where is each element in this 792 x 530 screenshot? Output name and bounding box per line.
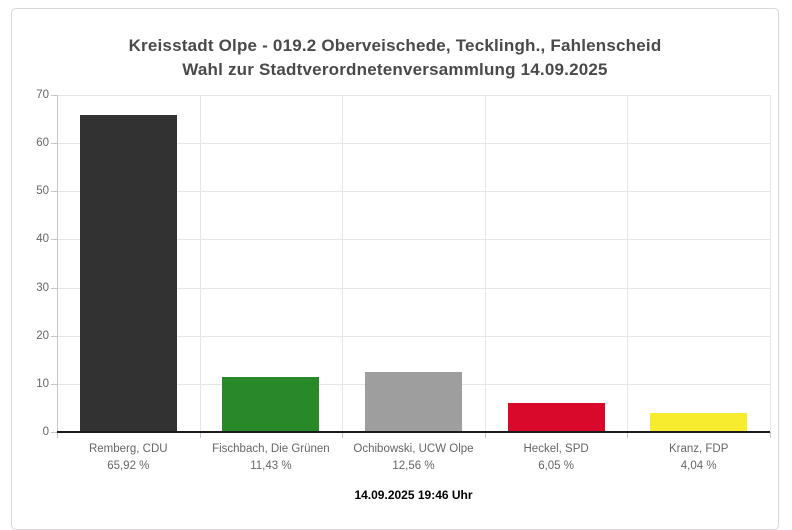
bar [222, 376, 320, 432]
x-tick-mark [627, 432, 629, 438]
y-axis-line [57, 95, 58, 432]
y-tick-mark [51, 287, 57, 289]
candidate-name: Remberg, CDU [88, 443, 168, 455]
y-axis-tick-label: 40 [36, 233, 49, 246]
chart-card: Kreisstadt Olpe - 019.2 Oberveischede, T… [11, 8, 779, 530]
x-tick-mark [484, 432, 486, 438]
bar [79, 114, 177, 432]
y-axis-tick-label: 0 [42, 426, 49, 438]
category-label: Kranz, FDP 4,04 % [627, 441, 770, 475]
y-gridline [57, 239, 770, 241]
candidate-name: Fischbach, Die Grünen [212, 443, 330, 455]
x-gridline [342, 95, 344, 432]
x-axis-line [57, 431, 770, 433]
bar [507, 402, 605, 432]
y-gridline [57, 287, 770, 289]
timestamp: 14.09.2025 19:46 Uhr [354, 488, 473, 502]
bar [365, 371, 462, 432]
y-tick-mark [51, 335, 57, 337]
x-tick-mark [770, 432, 771, 438]
candidate-name: Kranz, FDP [668, 443, 729, 455]
percentage-value: 4,04 % [680, 460, 717, 472]
y-axis-tick-label: 60 [36, 137, 49, 150]
y-tick-mark [51, 143, 57, 145]
percentage-value: 12,56 % [392, 460, 435, 472]
bar [650, 412, 748, 432]
chart-subtitle: Wahl zur Stadtverordnetenversammlung 14.… [182, 60, 608, 79]
y-tick-mark [51, 239, 57, 241]
y-axis-tick-label: 70 [36, 89, 49, 101]
y-axis-tick-label: 10 [36, 377, 49, 390]
category-label: Remberg, CDU 65,92 % [57, 441, 200, 475]
y-gridline [57, 95, 770, 96]
category-label: Fischbach, Die Grünen 11,43 % [200, 441, 343, 475]
x-tick-mark [57, 432, 58, 438]
y-axis-tick-label: 30 [36, 281, 49, 294]
percentage-value: 65,92 % [107, 460, 150, 472]
y-axis-tick-label: 50 [36, 185, 49, 198]
y-tick-mark [51, 95, 57, 96]
x-gridline [199, 95, 201, 432]
percentage-value: 6,05 % [538, 460, 574, 472]
x-gridline [770, 95, 771, 432]
candidate-name: Ochibowski, UCW Olpe [353, 443, 474, 455]
percentage-value: 11,43 % [250, 460, 292, 472]
y-gridline [57, 335, 770, 337]
y-tick-mark [51, 432, 57, 433]
chart-title: Kreisstadt Olpe - 019.2 Oberveischede, T… [128, 36, 662, 55]
x-gridline [484, 95, 486, 432]
category-label: Ochibowski, UCW Olpe 12,56 % [342, 441, 485, 475]
x-tick-mark [342, 432, 344, 438]
y-axis-tick-label: 20 [36, 329, 49, 342]
x-gridline [627, 95, 629, 432]
candidate-name: Heckel, SPD [523, 443, 589, 455]
category-label: Heckel, SPD 6,05 % [485, 441, 628, 475]
y-gridline [57, 191, 770, 193]
y-tick-mark [51, 191, 57, 193]
x-tick-mark [199, 432, 201, 438]
y-tick-mark [51, 383, 57, 385]
y-gridline [57, 143, 770, 145]
